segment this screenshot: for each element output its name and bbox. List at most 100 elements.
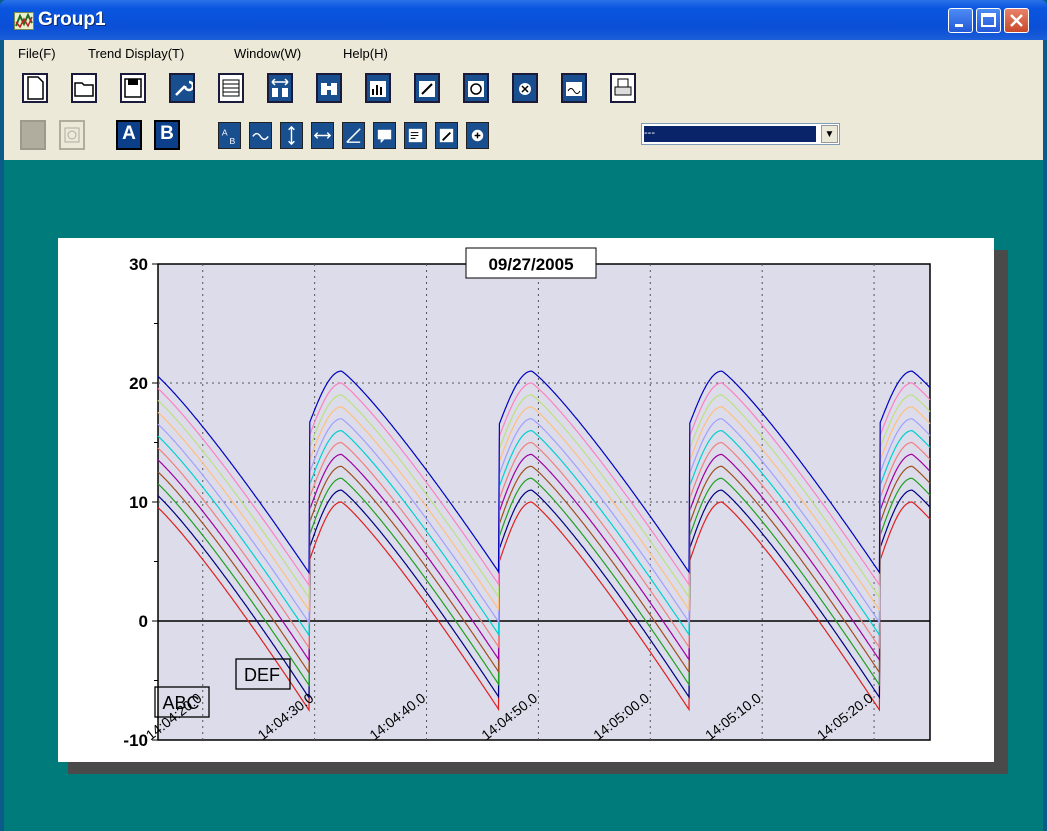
table-view-button[interactable] [218, 73, 244, 103]
zoom-in-button[interactable] [466, 122, 489, 149]
series-line [157, 370, 931, 575]
chart-title: 09/27/2005 [488, 255, 573, 274]
refresh-icon [64, 127, 80, 143]
swap-ab-icon: AB [222, 128, 236, 147]
b-button[interactable]: B [154, 120, 180, 150]
chevron-down-icon[interactable]: ▼ [821, 125, 838, 143]
annotation-box [154, 686, 210, 718]
title-bar[interactable]: Group1 [0, 0, 1047, 40]
edit-pen-button[interactable] [414, 73, 440, 103]
range-ab-button[interactable] [267, 73, 293, 103]
time-axis-button[interactable] [342, 122, 365, 149]
open-folder-icon [74, 82, 94, 97]
time-axis-icon [346, 128, 361, 143]
annotation-box [235, 658, 291, 690]
save-button[interactable] [120, 73, 146, 103]
window-icon [566, 82, 582, 96]
svg-text:A: A [222, 128, 228, 138]
minimize-icon [955, 24, 963, 27]
annotation-label[interactable]: ABC [154, 686, 210, 718]
series-line [157, 465, 931, 675]
series-line [157, 429, 931, 638]
trend-select[interactable]: --- ▼ [641, 123, 840, 145]
comment-button[interactable] [373, 122, 396, 149]
annotations: ABC DEF [154, 658, 291, 718]
range-ab-icon [271, 78, 289, 97]
a-button[interactable]: A [116, 120, 142, 150]
series-line [157, 453, 931, 663]
close-icon [1010, 14, 1023, 27]
edit-button[interactable] [435, 122, 458, 149]
chart-title-box: 09/27/2005 [465, 247, 597, 279]
list-button[interactable] [404, 122, 427, 149]
list-icon [408, 128, 423, 143]
trend-chart-panel: -10 0 10 20 30 14:04:20.0 14:04:30.0 14:04:40.0… [58, 238, 994, 762]
series-line [157, 394, 931, 600]
search-button[interactable] [316, 73, 342, 103]
pen-edit-icon [419, 81, 435, 97]
menu-bar: File(F) Trend Display(T) Window(W) Help(… [4, 40, 1043, 67]
series-line [157, 501, 931, 713]
series-line [157, 489, 931, 700]
y-tick-label: 30 [129, 255, 148, 274]
annotation-text: ABC [162, 693, 199, 713]
new-file-icon [27, 76, 44, 100]
menu-help[interactable]: Help(H) [343, 46, 388, 61]
bar-chart-icon [370, 81, 386, 97]
series-line [157, 418, 931, 625]
menu-trend-display[interactable]: Trend Display(T) [88, 46, 185, 61]
minimize-button[interactable] [948, 8, 973, 33]
alarm-reset-icon [519, 83, 531, 95]
settings-button[interactable] [169, 73, 195, 103]
alarm-icon [468, 81, 484, 97]
menu-file[interactable]: File(F) [18, 46, 56, 61]
zoom-icon [252, 132, 269, 141]
gray-square-button[interactable] [20, 120, 46, 150]
trend-chart-icon [14, 12, 34, 30]
bar-chart-button[interactable] [365, 73, 391, 103]
y-tick-label: 20 [129, 374, 148, 393]
y-tick-label: -10 [123, 731, 148, 750]
horizontal-scale-icon [313, 132, 332, 139]
table-icon [222, 79, 240, 97]
print-icon [614, 78, 632, 96]
zoom-wave-button[interactable] [249, 122, 272, 149]
tool-wrench-icon [175, 80, 193, 96]
svg-text:B: B [230, 136, 236, 146]
series-line [157, 441, 931, 650]
menu-window[interactable]: Window(W) [234, 46, 302, 61]
y-tick-label: 10 [129, 493, 148, 512]
alarm-button[interactable] [463, 73, 489, 103]
annotation-label[interactable]: DEF [235, 658, 291, 690]
alarm-reset-button[interactable] [512, 73, 538, 103]
refresh-button[interactable] [59, 120, 85, 150]
vertical-scale-icon [288, 125, 295, 146]
new-file-button[interactable] [22, 73, 48, 103]
gray-square-icon [22, 122, 44, 148]
series-line [157, 382, 931, 588]
series-lines [157, 370, 931, 713]
close-button[interactable] [1004, 8, 1029, 33]
window-title: Group1 [38, 9, 106, 30]
maximize-button[interactable] [976, 8, 1001, 33]
binoculars-icon [321, 83, 337, 95]
horizontal-scale-button[interactable] [311, 122, 334, 149]
series-line [157, 406, 931, 613]
y-tick-label: 0 [139, 612, 148, 631]
maximize-icon [981, 13, 996, 27]
open-button[interactable] [71, 73, 97, 103]
save-icon [124, 78, 142, 98]
print-button[interactable] [610, 73, 636, 103]
window-button[interactable] [561, 73, 587, 103]
series-line [157, 477, 931, 687]
zoom-in-icon [471, 129, 484, 142]
vertical-scale-button[interactable] [280, 122, 303, 149]
trend-select-value: --- [644, 126, 816, 142]
comment-icon [377, 129, 392, 144]
main-toolbar [4, 67, 1043, 114]
annotation-text: DEF [244, 665, 280, 685]
